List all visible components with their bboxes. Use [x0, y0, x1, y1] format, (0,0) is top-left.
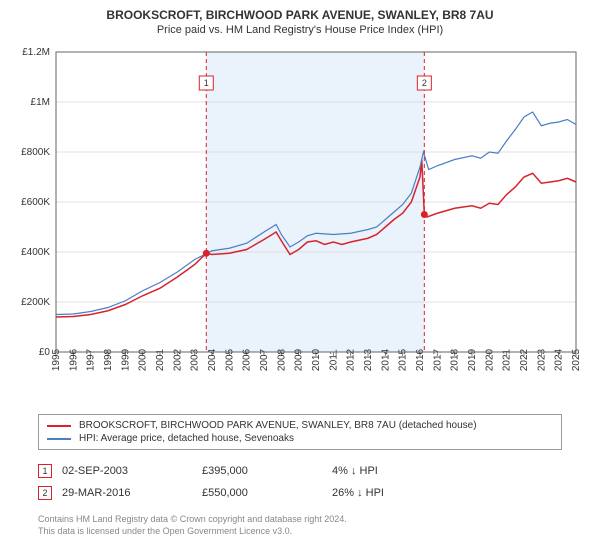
marker-price: £550,000 — [202, 487, 322, 499]
svg-text:£400K: £400K — [21, 247, 50, 258]
svg-text:£800K: £800K — [21, 147, 50, 158]
marker-delta: 4% ↓ HPI — [332, 465, 452, 477]
svg-text:2: 2 — [422, 78, 427, 88]
footer-line-2: This data is licensed under the Open Gov… — [38, 526, 347, 538]
legend-swatch — [47, 438, 71, 440]
marker-badge: 2 — [38, 486, 52, 500]
marker-row: 2 29-MAR-2016 £550,000 26% ↓ HPI — [38, 482, 562, 504]
legend-item: BROOKSCROFT, BIRCHWOOD PARK AVENUE, SWAN… — [47, 419, 553, 432]
marker-row: 1 02-SEP-2003 £395,000 4% ↓ HPI — [38, 460, 562, 482]
legend-item: HPI: Average price, detached house, Seve… — [47, 432, 553, 445]
footer-attribution: Contains HM Land Registry data © Crown c… — [38, 514, 347, 537]
svg-text:£600K: £600K — [21, 197, 50, 208]
chart-svg: £0£200K£400K£600K£800K£1M£1.2M1995199619… — [10, 44, 590, 404]
legend-label: BROOKSCROFT, BIRCHWOOD PARK AVENUE, SWAN… — [79, 420, 477, 431]
marker-badge: 1 — [38, 464, 52, 478]
svg-text:£0: £0 — [39, 347, 51, 358]
chart-plot-area: £0£200K£400K£600K£800K£1M£1.2M1995199619… — [10, 44, 590, 404]
chart-title: BROOKSCROFT, BIRCHWOOD PARK AVENUE, SWAN… — [0, 0, 600, 22]
footer-line-1: Contains HM Land Registry data © Crown c… — [38, 514, 347, 526]
chart-container: BROOKSCROFT, BIRCHWOOD PARK AVENUE, SWAN… — [0, 0, 600, 560]
legend-label: HPI: Average price, detached house, Seve… — [79, 433, 294, 444]
svg-text:£200K: £200K — [21, 297, 50, 308]
marker-date: 02-SEP-2003 — [62, 465, 192, 477]
svg-text:1: 1 — [204, 78, 209, 88]
svg-text:£1.2M: £1.2M — [22, 47, 50, 58]
marker-table: 1 02-SEP-2003 £395,000 4% ↓ HPI 2 29-MAR-2016… — [38, 460, 562, 504]
legend-swatch — [47, 425, 71, 427]
marker-price: £395,000 — [202, 465, 322, 477]
legend: BROOKSCROFT, BIRCHWOOD PARK AVENUE, SWAN… — [38, 414, 562, 450]
svg-text:£1M: £1M — [31, 97, 50, 108]
marker-delta: 26% ↓ HPI — [332, 487, 452, 499]
marker-date: 29-MAR-2016 — [62, 487, 192, 499]
chart-subtitle: Price paid vs. HM Land Registry's House … — [0, 22, 600, 36]
